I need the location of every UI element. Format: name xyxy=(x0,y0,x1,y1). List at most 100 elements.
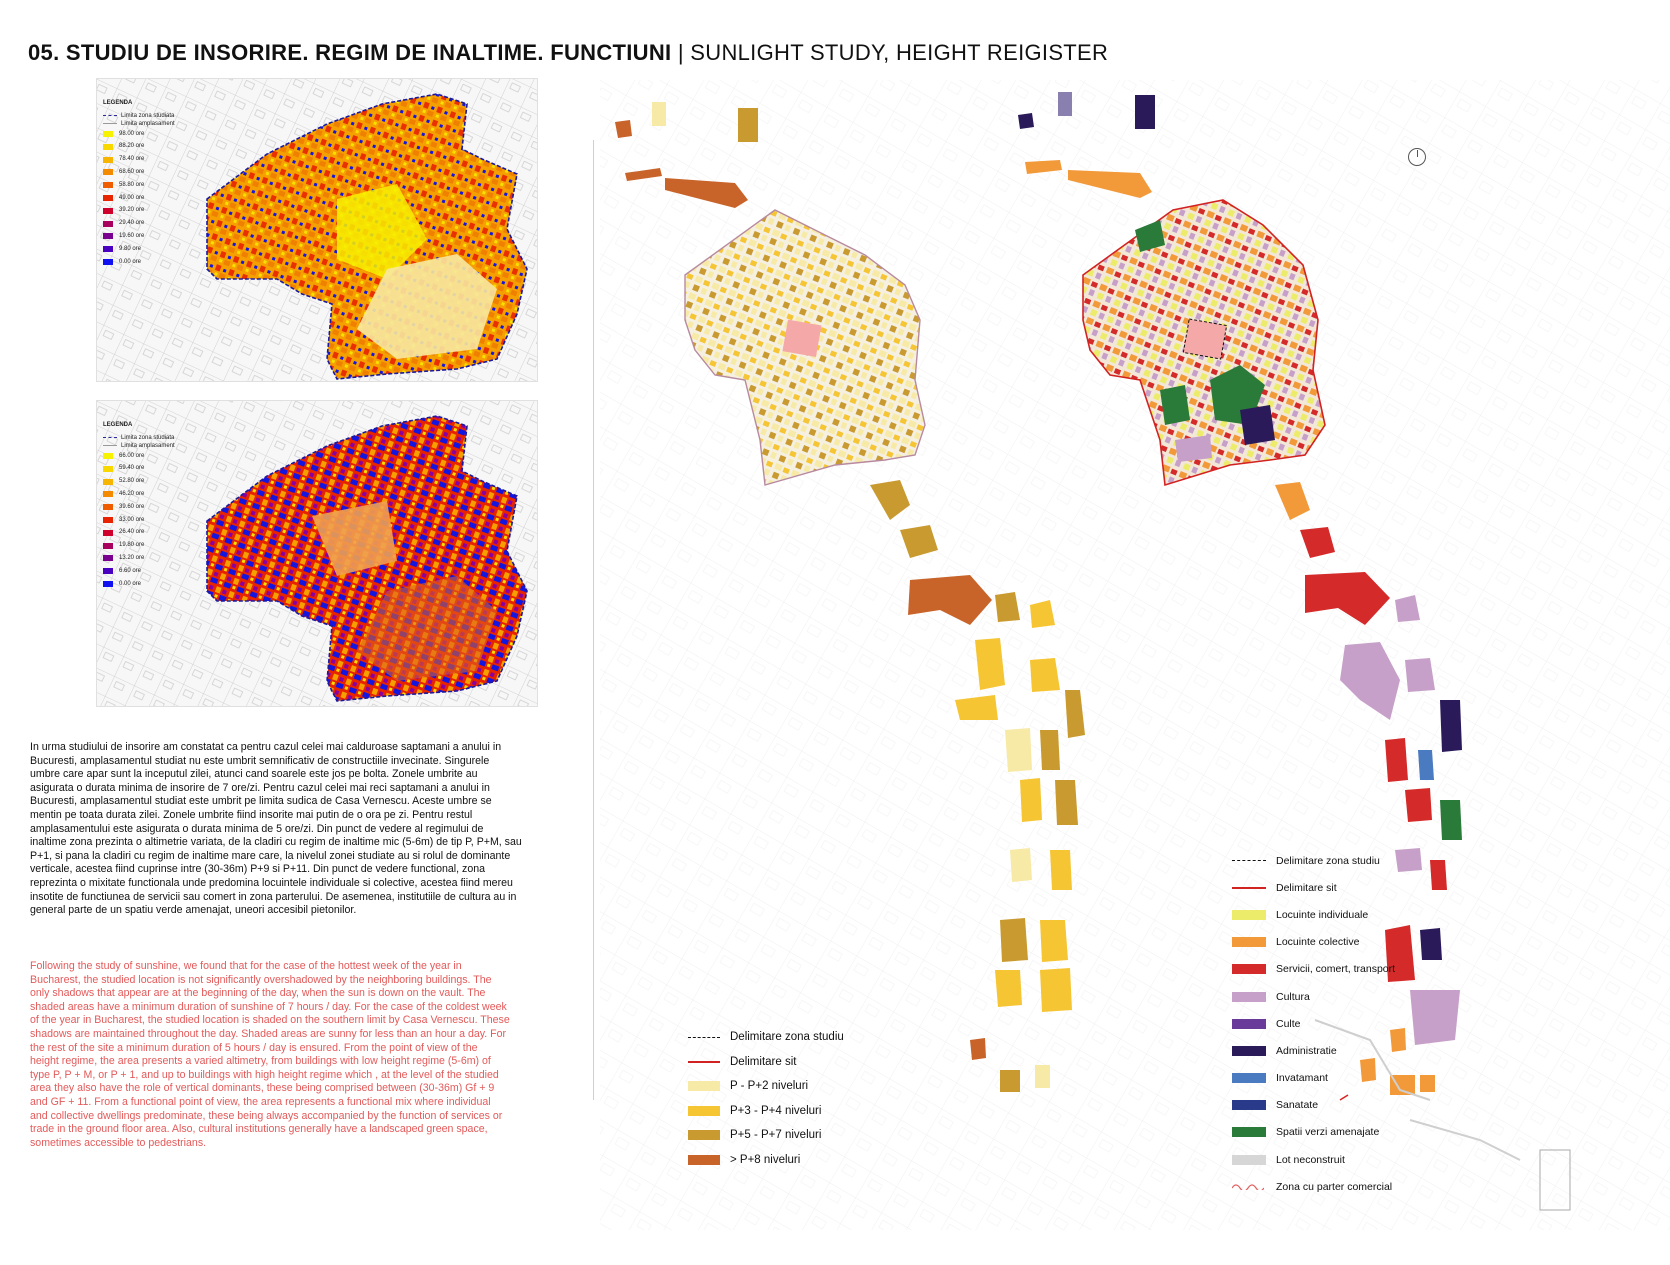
legend-swatch xyxy=(103,465,113,472)
legend-item: Sanatate xyxy=(1232,1092,1395,1119)
legend-label: > P+8 niveluri xyxy=(730,1153,801,1166)
color-swatch xyxy=(1232,909,1266,920)
legend-label: P+3 - P+4 niveluri xyxy=(730,1104,822,1117)
height-building xyxy=(1000,918,1028,962)
legend-item: Locuinte colective xyxy=(1232,929,1395,956)
legend-item: 49.00 ore xyxy=(103,192,193,205)
culture-building xyxy=(1175,435,1212,462)
function-building xyxy=(1440,700,1462,752)
height-building xyxy=(1040,920,1068,962)
legend-label: 19.60 ore xyxy=(119,233,145,240)
legend-label: 29.40 ore xyxy=(119,220,145,227)
legend-item: Delimitare sit xyxy=(688,1050,844,1075)
administration-building xyxy=(1240,405,1275,445)
legend-label: Delimitare sit xyxy=(1276,881,1337,894)
legend-item: Zona cu parter comercial xyxy=(1231,1173,1395,1200)
legend-item: 88.20 ore xyxy=(103,140,193,153)
legend-item: Delimitare zona studiu xyxy=(688,1025,844,1050)
legend-label: 49.00 ore xyxy=(119,194,145,201)
legend-swatch xyxy=(103,580,113,587)
legend-label: 66.00 ore xyxy=(119,452,145,459)
legend-swatch xyxy=(103,478,113,485)
legend-label: 59.40 ore xyxy=(119,465,145,472)
legend-swatch xyxy=(103,233,113,240)
description-english: Following the study of sunshine, we foun… xyxy=(30,960,510,1149)
color-swatch xyxy=(1232,1018,1266,1029)
sun-map-cold-legend: LEGENDA Limita zona studiata Limita ampl… xyxy=(103,419,193,590)
color-swatch xyxy=(1232,964,1266,975)
legend-item: 9.80 ore xyxy=(103,243,193,256)
legend-item: Culte xyxy=(1232,1010,1395,1037)
legend-item: Invatamant xyxy=(1232,1065,1395,1092)
legend-title: LEGENDA xyxy=(103,100,133,106)
function-legend-items: Delimitare zona studiu Delimitare sit Locu… xyxy=(1231,847,1395,1200)
legend-item: Cultura xyxy=(1232,983,1395,1010)
height-building xyxy=(1030,658,1060,692)
height-building xyxy=(665,178,748,208)
legend-item: Locuinte individuale xyxy=(1232,901,1395,928)
legend-item: Lot neconstruit xyxy=(1232,1146,1395,1173)
green-space xyxy=(1160,385,1190,425)
height-building xyxy=(1010,848,1032,882)
building-outline xyxy=(1539,1149,1571,1211)
legend-label: P+5 - P+7 niveluri xyxy=(730,1129,822,1142)
legend-label: 78.40 ore xyxy=(119,156,145,163)
title-separator: | xyxy=(671,40,691,65)
legend-item: 0.00 ore xyxy=(103,578,193,591)
legend-item: > P+8 niveluri xyxy=(688,1148,844,1173)
legend-item: 66.00 ore xyxy=(103,450,193,463)
legend-label: 0.00 ore xyxy=(119,258,142,265)
height-building xyxy=(995,592,1020,622)
color-swatch xyxy=(1232,1045,1266,1056)
legend-swatch xyxy=(103,246,113,253)
color-swatch xyxy=(688,1081,720,1092)
legend-item: 46.20 ore xyxy=(103,488,193,501)
legend-item: 19.60 ore xyxy=(103,230,193,243)
legend-line-study-area: Limita zona studiata xyxy=(103,434,193,442)
height-legend: Delimitare zona studiu Delimitare sit P - … xyxy=(688,1025,844,1172)
legend-label: Limita amplasament xyxy=(121,120,175,127)
street-line xyxy=(1314,1019,1431,1101)
color-swatch xyxy=(688,1130,720,1141)
legend-label: 98.00 ore xyxy=(119,130,145,137)
function-map xyxy=(1018,92,1462,1101)
commercial-ground-floor-mark xyxy=(1339,1094,1349,1101)
function-building xyxy=(1300,527,1335,558)
function-building xyxy=(1405,658,1435,692)
legend-item: P - P+2 niveluri xyxy=(688,1074,844,1099)
height-building xyxy=(1050,850,1072,890)
legend-label: Invatamant xyxy=(1276,1072,1328,1085)
sun-map-cold-legend-items: 66.00 ore 59.40 ore 52.80 ore 46.20 ore 39.6… xyxy=(103,450,193,591)
site-parcel xyxy=(1182,318,1228,360)
height-building xyxy=(908,575,992,625)
dashed-line-swatch xyxy=(103,437,117,439)
legend-label: 26.40 ore xyxy=(119,529,145,536)
color-swatch xyxy=(1232,1154,1266,1165)
height-building xyxy=(1030,600,1055,628)
legend-swatch xyxy=(103,542,113,549)
legend-item: 29.40 ore xyxy=(103,217,193,230)
height-building xyxy=(995,970,1022,1007)
legend-label: Locuinte individuale xyxy=(1276,908,1369,921)
legend-swatch xyxy=(103,194,113,201)
sun-map-hot-legend-items: 98.00 ore 88.20 ore 78.40 ore 68.60 ore 58.8… xyxy=(103,128,193,269)
legend-label: 39.60 ore xyxy=(119,503,145,510)
function-building xyxy=(1360,1058,1376,1082)
legend-label: Limita zona studiata xyxy=(121,434,175,441)
function-building xyxy=(1418,750,1434,780)
legend-label: P - P+2 niveluri xyxy=(730,1080,809,1093)
legend-swatch xyxy=(103,258,113,265)
function-building xyxy=(1305,572,1390,625)
height-building xyxy=(955,695,998,720)
color-swatch xyxy=(688,1154,720,1165)
height-building xyxy=(738,108,758,142)
legend-swatch xyxy=(103,143,113,150)
legend-label: Spatii verzi amenajate xyxy=(1276,1126,1380,1139)
legend-label: Limita zona studiata xyxy=(121,112,175,119)
solid-line-swatch xyxy=(103,123,117,125)
site-parcel xyxy=(782,319,822,358)
north-arrow-icon xyxy=(1408,148,1426,166)
height-building xyxy=(1020,778,1042,822)
function-building xyxy=(1385,738,1408,782)
legend-swatch xyxy=(103,130,113,137)
